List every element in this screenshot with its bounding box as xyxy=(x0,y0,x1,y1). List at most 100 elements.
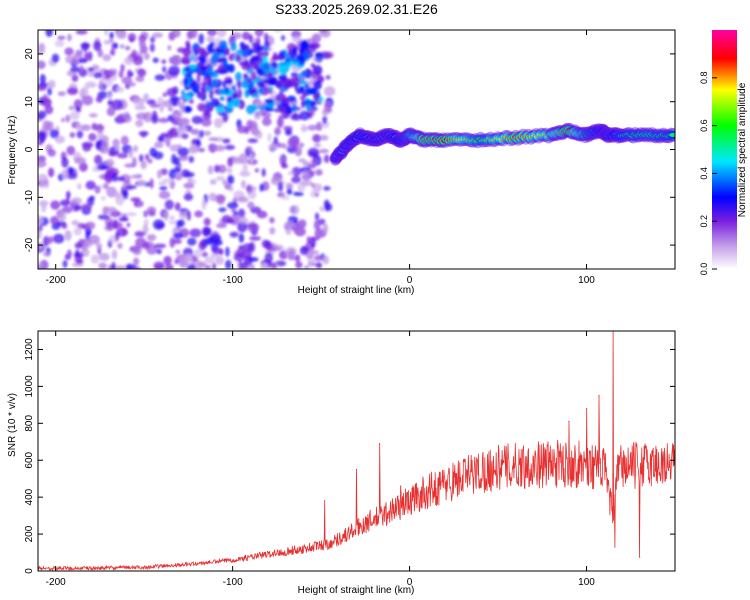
noise-blob xyxy=(98,79,104,90)
noise-blob xyxy=(314,212,320,221)
noise-blob xyxy=(301,170,311,182)
cluster-blob xyxy=(280,73,287,83)
noise-blob xyxy=(39,73,46,85)
noise-blob xyxy=(38,214,44,226)
noise-blob xyxy=(177,144,182,149)
noise-blob xyxy=(38,262,43,269)
noise-blob xyxy=(249,236,262,241)
noise-blob xyxy=(213,144,226,152)
noise-blob xyxy=(204,264,211,269)
cluster-blob xyxy=(230,98,240,108)
noise-blob xyxy=(162,100,173,108)
y-tick-label: 10 xyxy=(24,96,35,108)
noise-blob xyxy=(285,227,292,235)
noise-blob xyxy=(294,254,301,263)
cluster-blob xyxy=(299,40,310,50)
y-tick-label: 1000 xyxy=(24,375,35,398)
y-tick-label: 20 xyxy=(24,48,35,60)
noise-blob xyxy=(174,202,181,211)
noise-blob xyxy=(280,195,290,200)
noise-blob xyxy=(262,112,272,119)
cluster-blob xyxy=(231,85,236,91)
noise-blob xyxy=(312,183,323,193)
noise-blob xyxy=(135,119,144,128)
cluster-blob xyxy=(314,52,323,58)
noise-blob xyxy=(269,217,275,224)
cluster-blob xyxy=(291,77,301,87)
noise-blob xyxy=(175,249,181,255)
noise-blob xyxy=(179,257,188,268)
noise-blob xyxy=(282,144,288,149)
noise-blob xyxy=(203,217,211,226)
noise-blob xyxy=(39,200,49,207)
noise-blob xyxy=(242,163,248,172)
noise-blob xyxy=(82,143,92,152)
noise-blob xyxy=(284,129,293,136)
y-tick-label: 0 xyxy=(24,146,35,152)
cluster-blob xyxy=(230,41,237,52)
noise-blob xyxy=(133,97,140,106)
noise-blob xyxy=(183,193,194,201)
noise-blob xyxy=(97,165,106,171)
noise-blob xyxy=(307,164,316,169)
noise-blob xyxy=(222,138,231,144)
noise-blob xyxy=(65,171,78,180)
noise-blob xyxy=(94,185,101,194)
noise-blob xyxy=(139,45,148,54)
cluster-blob xyxy=(194,66,201,74)
noise-blob xyxy=(280,162,288,168)
cluster-blob xyxy=(250,71,257,81)
cluster-blob xyxy=(190,82,201,92)
noise-blob xyxy=(201,226,211,237)
cluster-blob xyxy=(200,50,210,58)
noise-blob xyxy=(186,210,192,221)
noise-blob xyxy=(104,206,117,213)
cluster-blob xyxy=(244,59,249,66)
noise-blob xyxy=(277,181,284,192)
snr-plot-area xyxy=(38,331,675,571)
noise-blob xyxy=(312,134,322,143)
noise-blob xyxy=(81,242,88,252)
noise-blob xyxy=(122,189,129,200)
noise-blob xyxy=(57,35,66,41)
cluster-blob xyxy=(264,98,275,104)
cluster-blob xyxy=(222,57,228,67)
noise-blob xyxy=(107,100,113,105)
cluster-blob xyxy=(186,71,192,78)
noise-blob xyxy=(294,146,302,157)
noise-blob xyxy=(116,30,124,40)
noise-blob xyxy=(100,184,105,189)
noise-blob xyxy=(199,129,204,138)
noise-blob xyxy=(61,157,69,168)
cluster-blob xyxy=(215,105,225,113)
noise-blob xyxy=(322,115,328,125)
noise-blob xyxy=(202,110,212,121)
noise-blob xyxy=(209,179,217,185)
noise-blob xyxy=(288,248,295,259)
noise-blob xyxy=(47,86,52,96)
noise-blob xyxy=(322,255,330,265)
cluster-blob xyxy=(284,97,290,105)
noise-blob xyxy=(151,110,158,120)
cluster-blob xyxy=(242,73,249,79)
noise-blob xyxy=(134,105,146,111)
noise-blob xyxy=(60,117,65,123)
noise-blob xyxy=(95,242,103,250)
noise-blob xyxy=(163,255,172,266)
x-tick-label: -100 xyxy=(223,577,243,588)
noise-blob xyxy=(254,30,264,37)
noise-blob xyxy=(69,66,82,73)
noise-blob xyxy=(157,97,164,105)
noise-blob xyxy=(158,181,167,186)
cluster-blob xyxy=(183,77,188,87)
noise-blob xyxy=(50,200,61,210)
cluster-blob xyxy=(245,104,256,115)
noise-blob xyxy=(156,169,163,179)
noise-blob xyxy=(146,206,156,214)
spectrogram-y-axis-label: Frequency (Hz) xyxy=(7,116,18,185)
noise-blob xyxy=(119,44,125,49)
noise-blob xyxy=(244,126,250,135)
noise-blob xyxy=(116,86,125,93)
noise-blob xyxy=(97,48,104,58)
